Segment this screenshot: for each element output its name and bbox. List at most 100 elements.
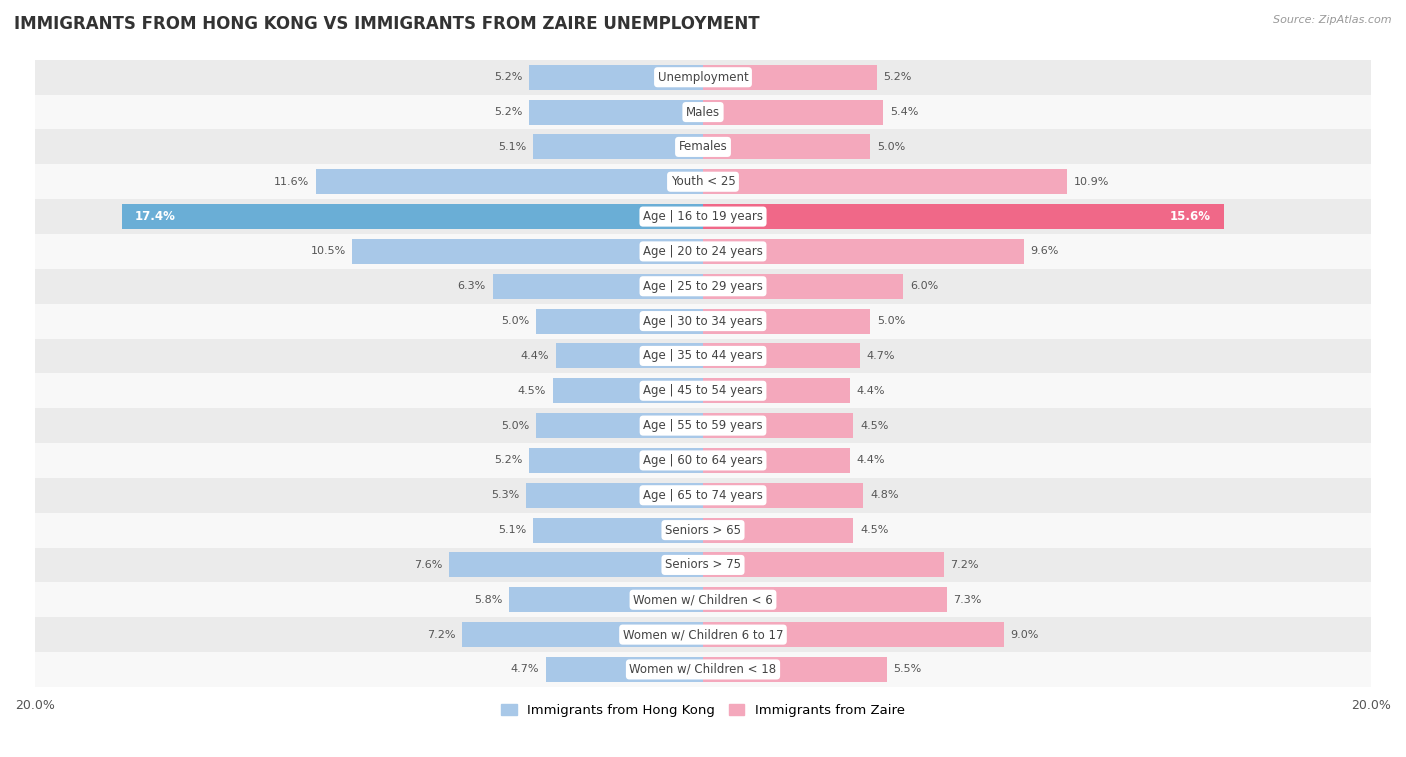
Bar (536, 413, 703, 438)
Text: 5.8%: 5.8% (474, 595, 502, 605)
Bar (35, 478, 1371, 512)
Bar (703, 483, 863, 508)
Text: 5.0%: 5.0% (877, 316, 905, 326)
Bar (35, 652, 1371, 687)
Bar (703, 518, 853, 543)
Bar (35, 95, 1371, 129)
Legend: Immigrants from Hong Kong, Immigrants from Zaire: Immigrants from Hong Kong, Immigrants fr… (496, 699, 910, 722)
Text: 4.4%: 4.4% (856, 456, 886, 466)
Bar (122, 204, 703, 229)
Text: 5.2%: 5.2% (495, 456, 523, 466)
Text: 7.3%: 7.3% (953, 595, 981, 605)
Text: Age | 30 to 34 years: Age | 30 to 34 years (643, 315, 763, 328)
Text: 4.5%: 4.5% (860, 525, 889, 535)
Text: 5.2%: 5.2% (495, 107, 523, 117)
Bar (35, 60, 1371, 95)
Text: 9.6%: 9.6% (1031, 247, 1059, 257)
Bar (703, 622, 1004, 647)
Bar (703, 378, 851, 403)
Text: Source: ZipAtlas.com: Source: ZipAtlas.com (1274, 15, 1392, 25)
Text: 5.1%: 5.1% (498, 142, 526, 152)
Bar (703, 448, 851, 473)
Text: 5.2%: 5.2% (495, 72, 523, 83)
Bar (529, 64, 703, 90)
Text: 10.5%: 10.5% (311, 247, 346, 257)
Bar (35, 164, 1371, 199)
Text: 17.4%: 17.4% (135, 210, 176, 223)
Bar (533, 134, 703, 160)
Text: Age | 20 to 24 years: Age | 20 to 24 years (643, 245, 763, 258)
Text: 7.2%: 7.2% (950, 560, 979, 570)
Text: 10.9%: 10.9% (1074, 176, 1109, 187)
Text: Unemployment: Unemployment (658, 70, 748, 84)
Text: 5.0%: 5.0% (501, 421, 529, 431)
Bar (529, 99, 703, 125)
Text: Age | 60 to 64 years: Age | 60 to 64 years (643, 454, 763, 467)
Bar (35, 443, 1371, 478)
Bar (35, 199, 1371, 234)
Bar (703, 587, 946, 612)
Bar (526, 483, 703, 508)
Text: Seniors > 65: Seniors > 65 (665, 524, 741, 537)
Bar (449, 553, 703, 578)
Bar (35, 129, 1371, 164)
Text: 5.3%: 5.3% (491, 491, 519, 500)
Text: 9.0%: 9.0% (1011, 630, 1039, 640)
Text: Youth < 25: Youth < 25 (671, 175, 735, 188)
Bar (35, 373, 1371, 408)
Text: 7.2%: 7.2% (427, 630, 456, 640)
Bar (509, 587, 703, 612)
Bar (555, 344, 703, 369)
Text: Age | 65 to 74 years: Age | 65 to 74 years (643, 489, 763, 502)
Bar (703, 657, 887, 682)
Text: Females: Females (679, 140, 727, 154)
Text: 11.6%: 11.6% (274, 176, 309, 187)
Bar (315, 170, 703, 195)
Bar (353, 239, 703, 264)
Text: 4.4%: 4.4% (856, 386, 886, 396)
Text: 5.0%: 5.0% (501, 316, 529, 326)
Text: 5.5%: 5.5% (893, 665, 922, 674)
Bar (492, 274, 703, 299)
Bar (35, 234, 1371, 269)
Text: 6.0%: 6.0% (910, 282, 938, 291)
Bar (703, 413, 853, 438)
Text: 4.5%: 4.5% (517, 386, 546, 396)
Bar (546, 657, 703, 682)
Bar (703, 239, 1024, 264)
Bar (703, 309, 870, 334)
Bar (35, 269, 1371, 304)
Text: Age | 35 to 44 years: Age | 35 to 44 years (643, 350, 763, 363)
Text: 5.4%: 5.4% (890, 107, 918, 117)
Text: Women w/ Children 6 to 17: Women w/ Children 6 to 17 (623, 628, 783, 641)
Text: 4.5%: 4.5% (860, 421, 889, 431)
Bar (703, 64, 877, 90)
Bar (703, 553, 943, 578)
Bar (553, 378, 703, 403)
Bar (703, 344, 860, 369)
Bar (703, 274, 904, 299)
Bar (463, 622, 703, 647)
Bar (703, 170, 1067, 195)
Bar (35, 338, 1371, 373)
Bar (35, 547, 1371, 582)
Text: 4.4%: 4.4% (520, 351, 550, 361)
Text: Seniors > 75: Seniors > 75 (665, 559, 741, 572)
Text: 6.3%: 6.3% (457, 282, 486, 291)
Bar (533, 518, 703, 543)
Text: Age | 25 to 29 years: Age | 25 to 29 years (643, 280, 763, 293)
Bar (35, 617, 1371, 652)
Text: 7.6%: 7.6% (415, 560, 443, 570)
Text: 4.7%: 4.7% (510, 665, 540, 674)
Text: 5.1%: 5.1% (498, 525, 526, 535)
Bar (703, 134, 870, 160)
Bar (35, 408, 1371, 443)
Text: Age | 16 to 19 years: Age | 16 to 19 years (643, 210, 763, 223)
Text: 5.0%: 5.0% (877, 142, 905, 152)
Text: Males: Males (686, 105, 720, 119)
Text: Women w/ Children < 6: Women w/ Children < 6 (633, 593, 773, 606)
Bar (703, 204, 1225, 229)
Bar (536, 309, 703, 334)
Bar (35, 304, 1371, 338)
Text: 4.7%: 4.7% (866, 351, 896, 361)
